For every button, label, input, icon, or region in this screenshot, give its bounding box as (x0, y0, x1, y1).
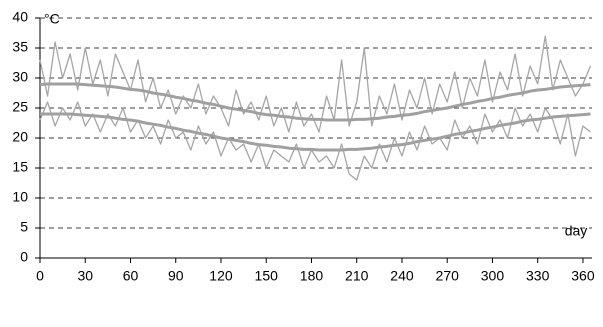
y-tick-label: 0 (20, 249, 28, 265)
y-tick-label: 10 (12, 189, 28, 205)
x-tick-label: 90 (168, 268, 184, 284)
y-tick-label: 25 (12, 99, 28, 115)
x-tick-label: 30 (77, 268, 93, 284)
y-tick-label: 40 (12, 9, 28, 25)
y-tick-label: 15 (12, 159, 28, 175)
x-tick-label: 330 (526, 268, 550, 284)
y-tick-label: 35 (12, 39, 28, 55)
x-tick-label: 150 (255, 268, 279, 284)
y-tick-label: 20 (12, 129, 28, 145)
x-tick-label: 180 (300, 268, 324, 284)
x-tick-label: 300 (481, 268, 505, 284)
x-tick-label: 0 (36, 268, 44, 284)
x-tick-label: 210 (345, 268, 369, 284)
x-tick-label: 240 (390, 268, 414, 284)
x-tick-label: 270 (436, 268, 460, 284)
x-tick-label: 120 (209, 268, 233, 284)
data-line (39, 101, 591, 181)
x-axis-label: day (565, 223, 588, 239)
y-tick-label: 5 (20, 219, 28, 235)
data-line (40, 112, 591, 152)
x-tick-label: 360 (571, 268, 595, 284)
x-tick-label: 60 (123, 268, 139, 284)
y-axis-label: °C (44, 11, 60, 27)
data-line (39, 82, 591, 122)
y-tick-label: 30 (12, 69, 28, 85)
data-line (39, 35, 592, 133)
